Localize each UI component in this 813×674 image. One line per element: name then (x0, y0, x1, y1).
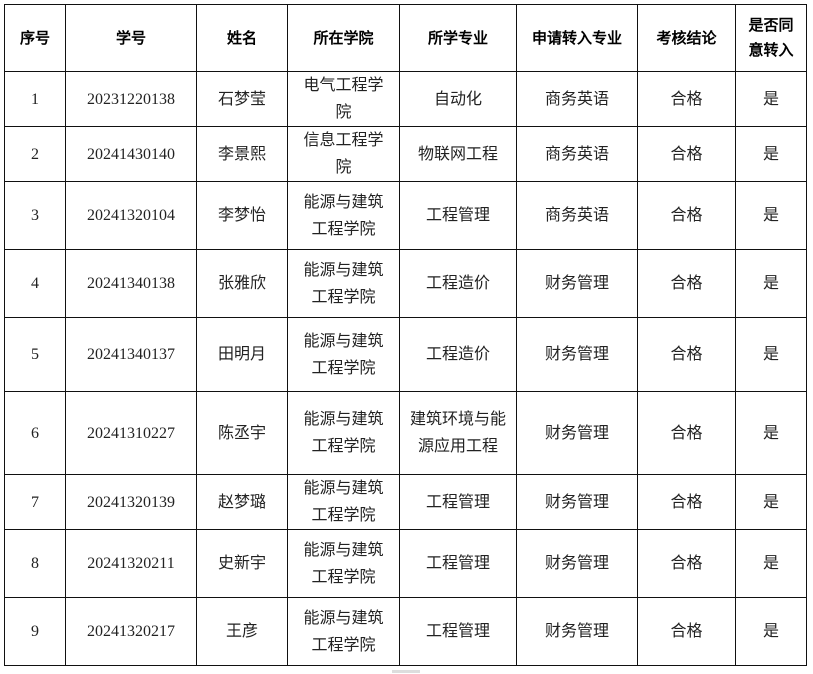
cell-student-id: 20241340137 (65, 317, 197, 392)
header-approved: 是否同意转入 (735, 4, 807, 72)
cell-index: 4 (4, 249, 66, 318)
cell-approved: 是 (735, 249, 807, 318)
header-index: 序号 (4, 4, 66, 72)
cell-college: 能源与建筑工程学院 (287, 249, 400, 318)
cell-student-id: 20241320104 (65, 181, 197, 250)
cell-major: 工程管理 (399, 474, 517, 530)
header-name: 姓名 (196, 4, 288, 72)
cell-college: 能源与建筑工程学院 (287, 474, 400, 530)
cell-approved: 是 (735, 391, 807, 475)
cell-student-id: 20231220138 (65, 71, 197, 127)
cell-college: 能源与建筑工程学院 (287, 597, 400, 666)
cell-college: 电气工程学院 (287, 71, 400, 127)
header-major: 所学专业 (399, 4, 517, 72)
cell-student-id: 20241310227 (65, 391, 197, 475)
cell-major: 建筑环境与能源应用工程 (399, 391, 517, 475)
cell-index: 6 (4, 391, 66, 475)
cell-index: 5 (4, 317, 66, 392)
cell-target-major: 商务英语 (516, 181, 638, 250)
cell-college: 能源与建筑工程学院 (287, 317, 400, 392)
header-result: 考核结论 (637, 4, 736, 72)
cell-approved: 是 (735, 529, 807, 598)
table-row: 1 20231220138 石梦莹 电气工程学院 自动化 商务英语 合格是 (4, 71, 807, 127)
cell-result: 合格 (637, 597, 736, 666)
cell-name: 赵梦璐 (196, 474, 288, 530)
cell-approved: 是 (735, 474, 807, 530)
cell-college: 信息工程学院 (287, 126, 400, 182)
cell-approved: 是 (735, 71, 807, 127)
cell-result: 合格 (637, 249, 736, 318)
table-row: 6 20241310227 陈丞宇 能源与建筑工程学院 建筑环境与能源应用工程 财务管理合… (4, 391, 807, 475)
cell-target-major: 财务管理 (516, 317, 638, 392)
cell-result: 合格 (637, 391, 736, 475)
cell-target-major: 财务管理 (516, 597, 638, 666)
cell-result: 合格 (637, 529, 736, 598)
cell-name: 王彦 (196, 597, 288, 666)
header-row: 序号 学号 姓名 所在学院 所学专业 申请转入专业 考核结论 是否同意转入 (4, 4, 807, 72)
cell-student-id: 20241340138 (65, 249, 197, 318)
cell-target-major: 财务管理 (516, 249, 638, 318)
cell-approved: 是 (735, 126, 807, 182)
cell-target-major: 财务管理 (516, 474, 638, 530)
cell-student-id: 20241320217 (65, 597, 197, 666)
cell-name: 李梦怡 (196, 181, 288, 250)
cell-target-major: 商务英语 (516, 71, 638, 127)
page-scroll-indicator (392, 670, 420, 673)
cell-name: 田明月 (196, 317, 288, 392)
cell-student-id: 20241320139 (65, 474, 197, 530)
cell-target-major: 财务管理 (516, 529, 638, 598)
header-college: 所在学院 (287, 4, 400, 72)
cell-result: 合格 (637, 126, 736, 182)
cell-index: 8 (4, 529, 66, 598)
cell-index: 3 (4, 181, 66, 250)
cell-major: 工程管理 (399, 181, 517, 250)
table-row: 9 20241320217 王彦 能源与建筑工程学院 工程管理 财务管理 合格是 (4, 597, 807, 666)
cell-approved: 是 (735, 597, 807, 666)
cell-college: 能源与建筑工程学院 (287, 529, 400, 598)
cell-result: 合格 (637, 181, 736, 250)
cell-index: 9 (4, 597, 66, 666)
table-row: 4 20241340138 张雅欣 能源与建筑工程学院 工程造价 财务管理 合格是 (4, 249, 807, 318)
cell-target-major: 财务管理 (516, 391, 638, 475)
cell-college: 能源与建筑工程学院 (287, 391, 400, 475)
cell-result: 合格 (637, 317, 736, 392)
header-student-id: 学号 (65, 4, 197, 72)
cell-major: 工程管理 (399, 597, 517, 666)
cell-approved: 是 (735, 317, 807, 392)
cell-approved: 是 (735, 181, 807, 250)
cell-major: 工程造价 (399, 249, 517, 318)
cell-name: 史新宇 (196, 529, 288, 598)
cell-major: 工程管理 (399, 529, 517, 598)
table-row: 7 20241320139 赵梦璐 能源与建筑工程学院 工程管理 财务管理 合格是 (4, 474, 807, 530)
cell-result: 合格 (637, 474, 736, 530)
cell-index: 2 (4, 126, 66, 182)
header-target-major: 申请转入专业 (516, 4, 638, 72)
cell-student-id: 20241320211 (65, 529, 197, 598)
cell-college: 能源与建筑工程学院 (287, 181, 400, 250)
cell-result: 合格 (637, 71, 736, 127)
table-row: 5 20241340137 田明月 能源与建筑工程学院 工程造价 财务管理 合格是 (4, 317, 807, 392)
cell-index: 7 (4, 474, 66, 530)
cell-name: 陈丞宇 (196, 391, 288, 475)
cell-major: 自动化 (399, 71, 517, 127)
cell-name: 石梦莹 (196, 71, 288, 127)
table-row: 3 20241320104 李梦怡 能源与建筑工程学院 工程管理 商务英语 合格是 (4, 181, 807, 250)
cell-name: 张雅欣 (196, 249, 288, 318)
cell-index: 1 (4, 71, 66, 127)
table-row: 8 20241320211 史新宇 能源与建筑工程学院 工程管理 财务管理 合格是 (4, 529, 807, 598)
cell-student-id: 20241430140 (65, 126, 197, 182)
cell-major: 物联网工程 (399, 126, 517, 182)
cell-major: 工程造价 (399, 317, 517, 392)
table-row: 2 20241430140 李景熙 信息工程学院 物联网工程 商务英语 合格是 (4, 126, 807, 182)
cell-name: 李景熙 (196, 126, 288, 182)
cell-target-major: 商务英语 (516, 126, 638, 182)
